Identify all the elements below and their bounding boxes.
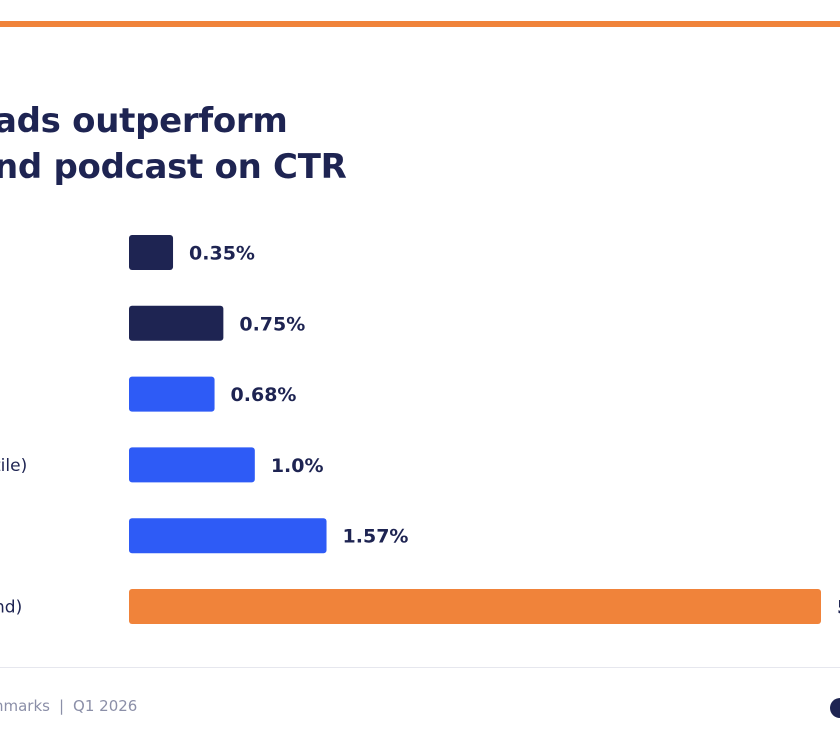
footer-divider [0, 667, 840, 668]
bar-6 [129, 589, 821, 624]
category-label-4: tile) [0, 456, 27, 476]
bar-3 [129, 376, 215, 412]
footer-separator: | [58, 697, 65, 715]
bar-value-label-2: 0.75% [239, 313, 305, 335]
bar-value-label-3: 0.68% [231, 384, 297, 406]
bar-value-label-5: 1.57% [343, 526, 409, 548]
footer-source: nmarks [0, 697, 50, 715]
brand-logo-icon [830, 698, 840, 718]
bar-2 [129, 305, 224, 341]
footer-period: Q1 2026 [73, 697, 138, 715]
bar-4 [129, 447, 255, 483]
bar-value-label-6: 5 [837, 597, 840, 619]
footer: nmarks | Q1 2026 [0, 697, 137, 715]
chart-title-line-2: nd podcast on CTR [0, 147, 347, 187]
bar-chart: 0.35% 0.75% 0.68% 1.0% tile) 1.57% 5 nd) [0, 235, 840, 624]
chart-title-line-1: ads outperform [0, 101, 288, 141]
bar-value-label-4: 1.0% [271, 455, 324, 477]
bar-value-label-1: 0.35% [189, 243, 255, 265]
chart-title: ads outperform nd podcast on CTR [0, 98, 347, 190]
bar-5 [129, 518, 327, 554]
top-accent-bar [0, 21, 840, 27]
category-label-6: nd) [0, 598, 22, 618]
bar-1 [129, 235, 174, 270]
